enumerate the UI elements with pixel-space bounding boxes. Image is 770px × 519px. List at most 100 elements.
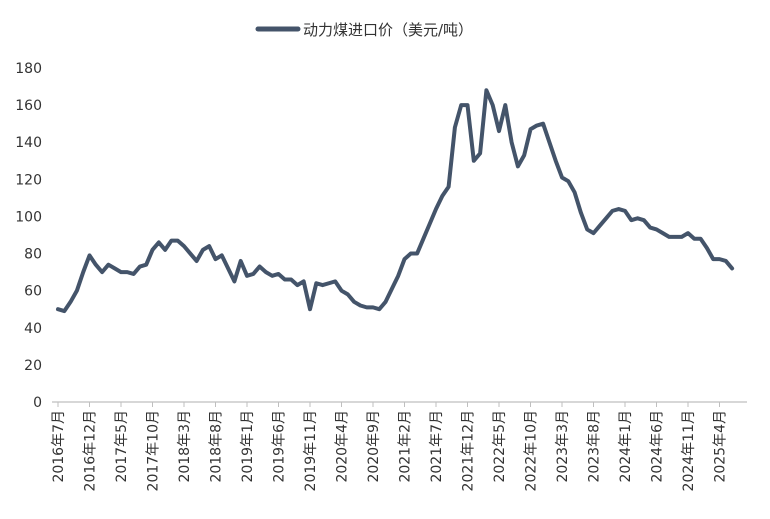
data-point bbox=[366, 307, 367, 308]
data-point bbox=[404, 259, 405, 260]
y-tick-label: 120 bbox=[15, 172, 42, 188]
data-point bbox=[373, 307, 374, 308]
data-point bbox=[549, 142, 550, 143]
data-point bbox=[486, 90, 487, 91]
data-point bbox=[511, 142, 512, 143]
x-tick-label: 2018年3月 bbox=[177, 410, 193, 483]
x-tick-label: 2021年7月 bbox=[429, 410, 445, 483]
y-tick-label: 140 bbox=[15, 135, 42, 151]
data-point bbox=[467, 105, 468, 106]
data-point bbox=[121, 272, 122, 273]
data-point bbox=[442, 196, 443, 197]
data-point bbox=[202, 249, 203, 250]
data-point bbox=[385, 301, 386, 302]
y-tick-label: 20 bbox=[24, 358, 42, 374]
y-tick-label: 40 bbox=[24, 321, 42, 337]
x-tick-label: 2024年6月 bbox=[650, 410, 666, 483]
x-tick-label: 2018年8月 bbox=[209, 410, 225, 483]
x-tick-label: 2022年10月 bbox=[524, 410, 540, 491]
data-point bbox=[354, 301, 355, 302]
data-point bbox=[265, 272, 266, 273]
data-point bbox=[272, 275, 273, 276]
y-tick-label: 160 bbox=[15, 98, 42, 114]
x-tick-label: 2023年3月 bbox=[555, 410, 571, 483]
data-point bbox=[58, 309, 59, 310]
data-point bbox=[732, 268, 733, 269]
data-point bbox=[725, 260, 726, 261]
series-layer bbox=[56, 88, 735, 314]
data-point bbox=[410, 253, 411, 254]
data-point bbox=[492, 105, 493, 106]
data-point bbox=[209, 246, 210, 247]
data-point bbox=[536, 125, 537, 126]
data-point bbox=[297, 285, 298, 286]
data-point bbox=[291, 279, 292, 280]
data-point bbox=[89, 255, 90, 256]
data-point bbox=[259, 266, 260, 267]
data-point bbox=[184, 246, 185, 247]
data-point bbox=[656, 229, 657, 230]
data-point bbox=[190, 253, 191, 254]
series-line bbox=[56, 88, 735, 314]
data-point bbox=[417, 253, 418, 254]
data-point bbox=[234, 281, 235, 282]
data-point bbox=[139, 266, 140, 267]
y-tick-label: 60 bbox=[24, 284, 42, 300]
data-point bbox=[284, 279, 285, 280]
data-point bbox=[593, 233, 594, 234]
data-point bbox=[196, 260, 197, 261]
x-tick-label: 2024年1月 bbox=[618, 410, 634, 483]
data-point bbox=[228, 268, 229, 269]
data-point bbox=[436, 209, 437, 210]
data-point bbox=[240, 260, 241, 261]
data-point bbox=[562, 177, 563, 178]
data-point bbox=[700, 238, 701, 239]
data-point bbox=[398, 275, 399, 276]
data-point bbox=[341, 290, 342, 291]
x-tick-label: 2025年4月 bbox=[713, 410, 729, 483]
data-point bbox=[568, 181, 569, 182]
data-point bbox=[461, 105, 462, 106]
data-point bbox=[543, 123, 544, 124]
x-tick-label: 2023年8月 bbox=[587, 410, 603, 483]
x-tick-label: 2016年12月 bbox=[83, 410, 99, 491]
data-point bbox=[102, 272, 103, 273]
data-point bbox=[669, 236, 670, 237]
data-point bbox=[303, 281, 304, 282]
data-point bbox=[335, 281, 336, 282]
data-point bbox=[706, 247, 707, 248]
y-tick-label: 80 bbox=[24, 247, 42, 263]
x-tick-label: 2019年11月 bbox=[303, 410, 319, 491]
data-point bbox=[360, 305, 361, 306]
data-point bbox=[64, 311, 65, 312]
data-point bbox=[127, 272, 128, 273]
data-point bbox=[114, 268, 115, 269]
data-point bbox=[480, 153, 481, 154]
data-point bbox=[675, 236, 676, 237]
data-point bbox=[328, 283, 329, 284]
data-point bbox=[574, 192, 575, 193]
data-point bbox=[643, 220, 644, 221]
y-axis: 0 20 40 60 80 100 120 140 160 180 bbox=[15, 61, 42, 411]
data-point bbox=[391, 288, 392, 289]
x-tick-label: 2019年1月 bbox=[240, 410, 256, 483]
data-point bbox=[505, 105, 506, 106]
data-point bbox=[599, 225, 600, 226]
data-point bbox=[688, 233, 689, 234]
data-point bbox=[713, 259, 714, 260]
data-point bbox=[215, 259, 216, 260]
data-point bbox=[423, 238, 424, 239]
data-point bbox=[448, 186, 449, 187]
data-point bbox=[379, 309, 380, 310]
data-point bbox=[662, 233, 663, 234]
data-point bbox=[517, 166, 518, 167]
legend-label: 动力煤进口价（美元/吨） bbox=[303, 21, 473, 39]
data-point bbox=[580, 212, 581, 213]
data-point bbox=[347, 294, 348, 295]
legend: 动力煤进口价（美元/吨） bbox=[255, 21, 473, 39]
data-point bbox=[152, 249, 153, 250]
x-tick-label: 2024年11月 bbox=[681, 410, 697, 491]
data-point bbox=[530, 129, 531, 130]
data-point bbox=[429, 223, 430, 224]
